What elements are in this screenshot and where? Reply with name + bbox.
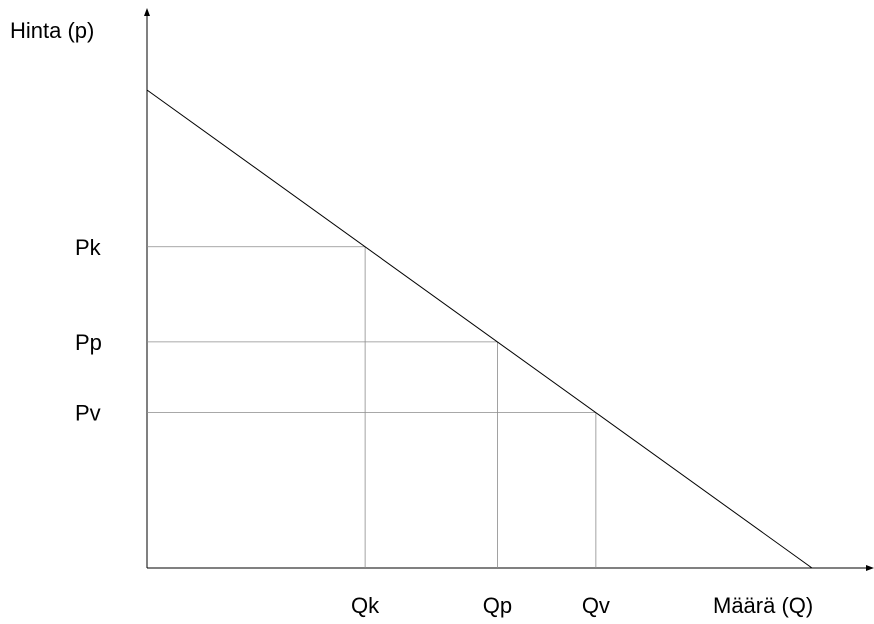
x-axis-arrow (866, 565, 874, 571)
x-axis-label: Määrä (Q) (713, 593, 813, 618)
guide-lines (147, 246, 597, 568)
tick-labels: Pk Qk Pp Qp Pv Qv (75, 235, 610, 618)
y-tick-label-p: Pp (75, 330, 102, 355)
y-axis-arrow (144, 8, 150, 16)
y-axis-label: Hinta (p) (10, 18, 94, 43)
y-tick-label-k: Pk (75, 235, 102, 260)
x-tick-label-v: Qv (582, 593, 610, 618)
demand-line (146, 89, 813, 569)
x-tick-label-k: Qk (351, 593, 380, 618)
y-tick-label-v: Pv (75, 401, 101, 426)
x-tick-label-p: Qp (483, 593, 512, 618)
